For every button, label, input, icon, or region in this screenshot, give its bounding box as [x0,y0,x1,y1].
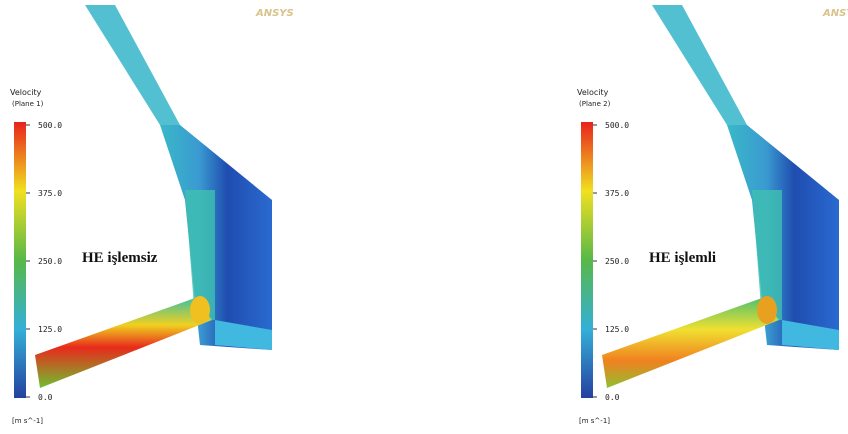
tick-label: 500.0 [38,121,62,130]
color-bar [14,122,26,398]
annotation: HE işlemli [649,250,716,266]
unit-label: [m s^-1] [12,417,43,425]
jet-core [190,296,210,324]
jet-core [757,296,777,324]
flow-domain [602,5,839,388]
flow-domain [35,5,272,388]
color-bar [581,122,593,398]
inlet-jet [35,298,212,388]
legend-title: Velocity [577,88,609,97]
tick-label: 375.0 [605,189,629,198]
legend-subtitle: (Plane 2) [579,100,611,108]
legend-title: Velocity [10,88,42,97]
flow-body [85,5,272,350]
panel: ANSYS Velocity (Plane 2) 500.0 375.0 250.0 125… [577,5,848,425]
flow-body [652,5,839,350]
logo: ANSYS [255,8,294,19]
tick-label: 0.0 [605,393,620,402]
figure: ANSYS Velocity (Plane 1) 500.0 375.0 250.0 125… [0,0,848,434]
unit-label: [m s^-1] [579,417,610,425]
tick-label: 500.0 [605,121,629,130]
legend-subtitle: (Plane 1) [12,100,44,108]
panel: ANSYS Velocity (Plane 1) 500.0 375.0 250.0 125… [10,5,294,425]
logo: ANSYS [822,8,848,19]
tick-label: 250.0 [38,257,62,266]
tick-label: 375.0 [38,189,62,198]
tick-label: 125.0 [605,325,629,334]
tick-label: 0.0 [38,393,53,402]
tick-label: 250.0 [605,257,629,266]
tick-label: 125.0 [38,325,62,334]
inlet-jet [602,298,779,388]
annotation: HE işlemsiz [82,250,158,266]
